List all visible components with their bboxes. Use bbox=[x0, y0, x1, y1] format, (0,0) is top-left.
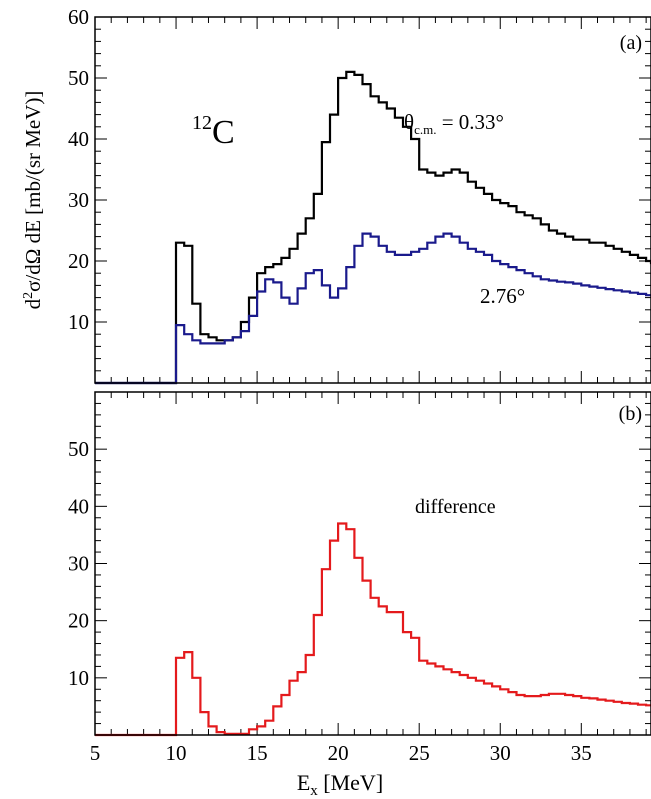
carbon-12-annotation: 12C bbox=[192, 112, 235, 151]
panel-b-series bbox=[95, 522, 651, 737]
panel-b-frame bbox=[94, 391, 651, 736]
x-tick-label: 20 bbox=[328, 741, 349, 765]
panel-b-label: (b) bbox=[619, 403, 642, 425]
y-tick-label: 20 bbox=[68, 609, 89, 633]
legend-theta-276: 2.76° bbox=[480, 284, 525, 308]
x-axis-title: Ex [MeV] bbox=[297, 770, 383, 799]
legend-theta-033: θc.m. = 0.33° bbox=[404, 110, 504, 137]
difference-annotation: difference bbox=[415, 496, 496, 518]
panel-a-frame bbox=[94, 16, 651, 384]
y-tick-label: 60 bbox=[68, 5, 89, 29]
panel-b: 10 20 30 40 50 5 10 15 20 25 30 35 (b) difference bbox=[68, 391, 651, 765]
panel-b-series-0-line bbox=[95, 522, 651, 737]
panel-a-label: (a) bbox=[620, 32, 642, 54]
x-tick-label: 25 bbox=[409, 741, 430, 765]
panel-b-ticks bbox=[94, 391, 651, 736]
panel-a-series-1-line bbox=[95, 232, 651, 385]
panel-a: 10 20 30 40 50 60 (a) 12C θc.m. = 0.33° 2.76° bbox=[68, 5, 651, 385]
panel-a-series bbox=[95, 70, 651, 385]
x-tick-label: 5 bbox=[90, 741, 101, 765]
x-tick-labels: 5 10 15 20 25 30 35 bbox=[90, 741, 592, 765]
y-tick-label: 40 bbox=[68, 127, 89, 151]
y-tick-label: 20 bbox=[68, 249, 89, 273]
y-axis-title: d2σ/dΩ dE [mb/(sr MeV)] bbox=[21, 91, 45, 310]
y-tick-label: 50 bbox=[68, 66, 89, 90]
y-tick-label: 10 bbox=[68, 666, 89, 690]
y-tick-label: 50 bbox=[68, 437, 89, 461]
panel-b-y-tick-labels: 10 20 30 40 50 bbox=[68, 437, 89, 690]
x-tick-label: 30 bbox=[490, 741, 511, 765]
y-tick-label: 30 bbox=[68, 552, 89, 576]
panel-a-ticks bbox=[94, 16, 651, 384]
y-tick-label: 10 bbox=[68, 310, 89, 334]
x-tick-label: 10 bbox=[166, 741, 187, 765]
x-tick-label: 15 bbox=[247, 741, 268, 765]
x-tick-label: 35 bbox=[571, 741, 592, 765]
panel-a-series-0-line bbox=[95, 70, 651, 385]
panel-a-y-tick-labels: 10 20 30 40 50 60 bbox=[68, 5, 89, 334]
y-tick-label: 30 bbox=[68, 188, 89, 212]
y-tick-label: 40 bbox=[68, 494, 89, 518]
